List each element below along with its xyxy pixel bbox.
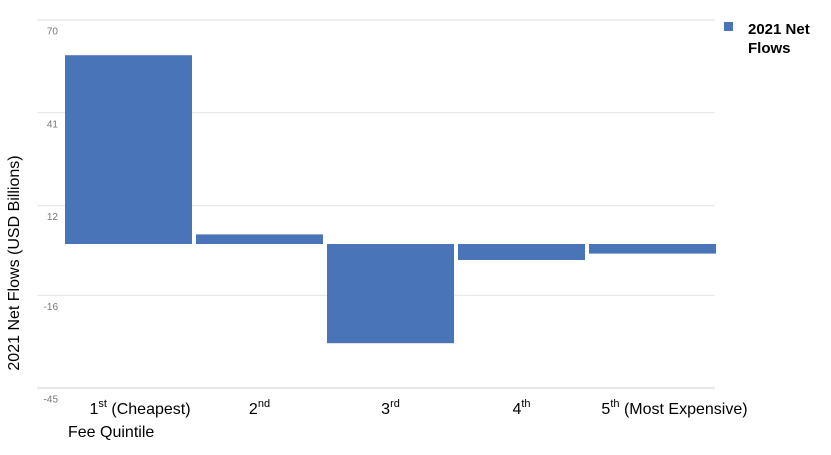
y-tick-label: 70 — [47, 27, 59, 38]
bar — [196, 234, 323, 244]
bar — [458, 244, 585, 260]
bar — [65, 55, 192, 245]
bar — [327, 244, 454, 344]
x-axis-label: Fee Quintile — [68, 424, 154, 441]
x-tick-label: 2nd — [249, 398, 270, 418]
x-tick-label: 3rd — [381, 398, 400, 418]
y-tick-label: -45 — [44, 395, 59, 406]
bar — [589, 244, 716, 254]
y-tick-label: 41 — [47, 119, 59, 130]
legend-swatch — [724, 22, 733, 31]
x-tick-label: 1st (Cheapest) — [89, 398, 190, 418]
y-tick-label: 12 — [47, 212, 59, 223]
y-tick-label: -16 — [44, 302, 59, 313]
legend-label: 2021 Net Flows — [748, 21, 810, 57]
x-tick-label: 4th — [512, 398, 530, 418]
x-tick-label: 5th (Most Expensive) — [601, 398, 747, 418]
y-axis-label: 2021 Net Flows (USD Billions) — [6, 155, 23, 370]
